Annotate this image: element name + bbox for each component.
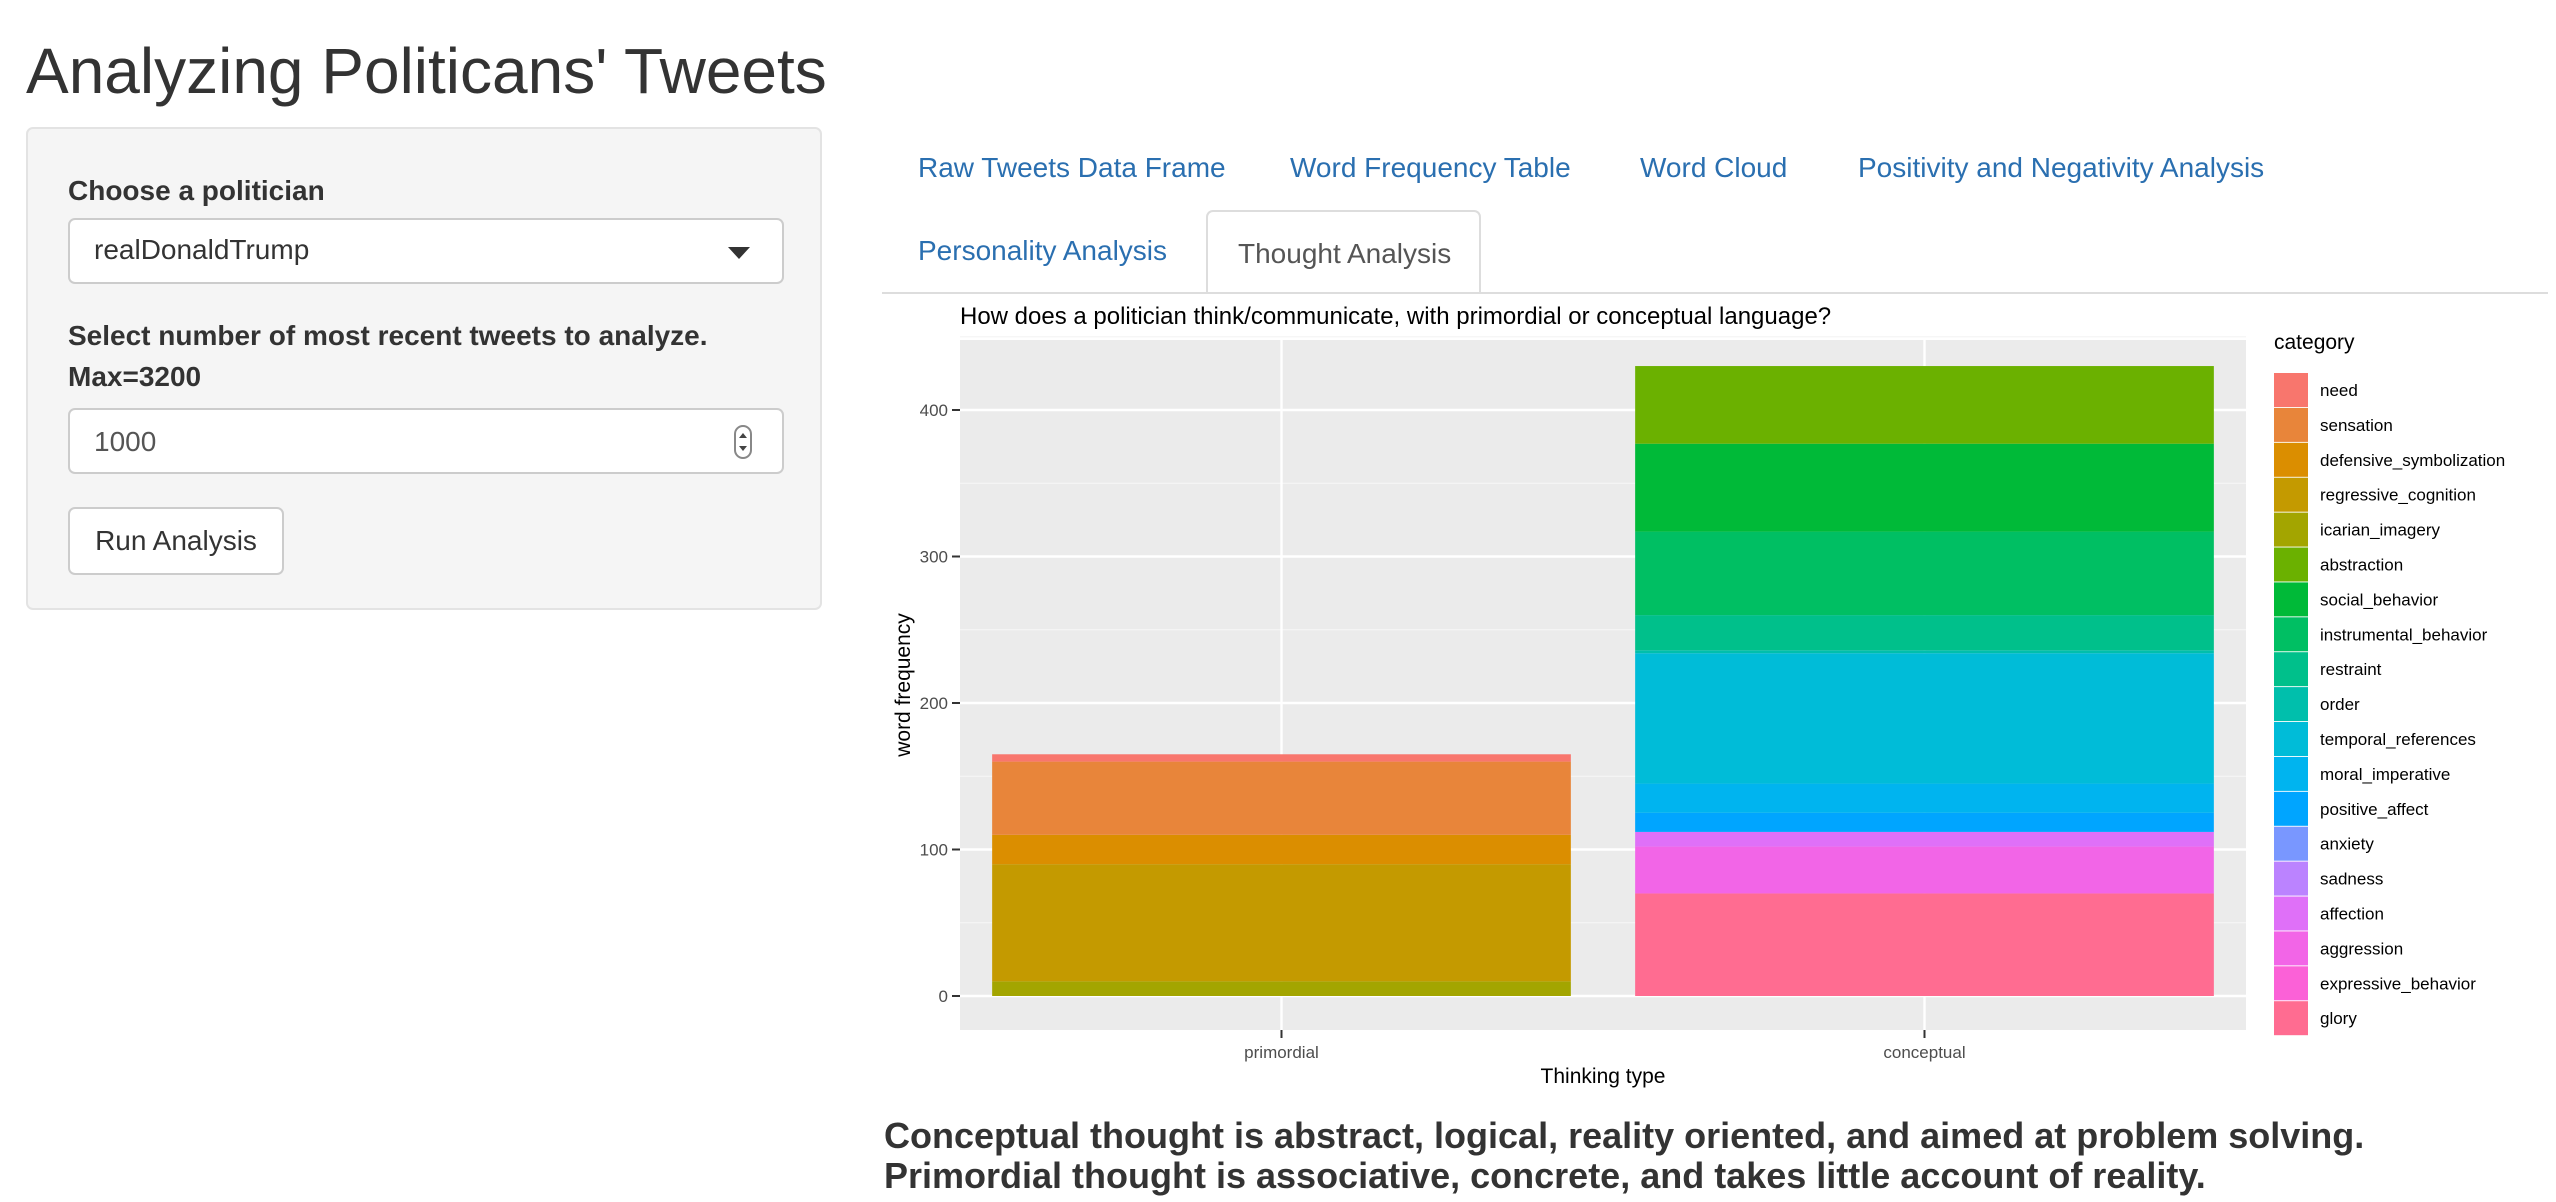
legend-label-order: order <box>2320 695 2360 714</box>
legend-label-defensive-symbolization: defensive_symbolization <box>2320 451 2505 470</box>
bar-segment-conceptual-instrumental-behavior <box>1635 531 2214 616</box>
legend-label-icarian-imagery: icarian_imagery <box>2320 521 2440 540</box>
bar-segment-primordial-regressive-cognition <box>992 864 1571 982</box>
tweets-count-value: 1000 <box>94 426 157 457</box>
run-analysis-button[interactable]: Run Analysis <box>68 507 284 575</box>
legend-key-moral-imperative <box>2274 756 2308 791</box>
legend-label-sensation: sensation <box>2320 416 2393 435</box>
x-axis-title: Thinking type <box>1541 1065 1666 1088</box>
bar-segment-primordial-icarian-imagery <box>992 981 1571 996</box>
y-tick-label: 200 <box>920 694 948 713</box>
tab-personality[interactable]: Personality Analysis <box>918 235 1168 266</box>
legend-key-positive-affect <box>2274 791 2308 826</box>
bar-segment-conceptual-social-behavior <box>1635 443 2214 532</box>
legend-label-need: need <box>2320 381 2358 400</box>
legend-key-sadness <box>2274 861 2308 896</box>
legend-key-order <box>2274 687 2308 722</box>
bar-segment-conceptual-abstraction <box>1635 366 2214 444</box>
legend-label-moral-imperative: moral_imperative <box>2320 765 2450 784</box>
sidebar-panel: Choose a politician realDonaldTrump Sele… <box>26 127 822 610</box>
thought-explanation: Conceptual thought is abstract, logical,… <box>884 1115 2365 1196</box>
bar-segment-conceptual-aggression <box>1635 846 2214 894</box>
legend-label-restraint: restraint <box>2320 660 2382 679</box>
legend-label-expressive-behavior: expressive_behavior <box>2320 974 2476 993</box>
tab-raw-tweets[interactable]: Raw Tweets Data Frame <box>918 152 1226 183</box>
bar-segment-conceptual-order <box>1635 650 2214 654</box>
legend-key-defensive-symbolization <box>2274 442 2308 477</box>
y-tick-label: 400 <box>920 401 948 420</box>
x-tick-label-primordial: primordial <box>1244 1043 1319 1062</box>
bar-segment-primordial-need <box>992 754 1571 762</box>
tab-word-frequency[interactable]: Word Frequency Table <box>1290 152 1571 183</box>
tab-divider <box>882 292 2548 294</box>
politician-select[interactable]: realDonaldTrump <box>68 218 784 284</box>
page-title: Analyzing Politicans' Tweets <box>26 35 827 107</box>
legend-key-regressive-cognition <box>2274 477 2308 512</box>
bar-segment-primordial-defensive-symbolization <box>992 834 1571 865</box>
tab-word-cloud[interactable]: Word Cloud <box>1640 152 1788 183</box>
bar-segment-conceptual-positive-affect <box>1635 812 2214 832</box>
x-tick-label-conceptual: conceptual <box>1883 1043 1965 1062</box>
tab-thought-analysis-label: Thought Analysis <box>1238 238 1452 269</box>
chevron-down-icon <box>728 247 750 259</box>
legend-label-aggression: aggression <box>2320 939 2403 958</box>
tab-thought-analysis[interactable]: Thought Analysis <box>1206 210 1481 294</box>
y-tick-label: 300 <box>920 548 948 567</box>
legend-label-social-behavior: social_behavior <box>2320 590 2438 609</box>
tab-positivity-negativity[interactable]: Positivity and Negativity Analysis <box>1858 152 2265 183</box>
legend-label-positive-affect: positive_affect <box>2320 800 2429 819</box>
legend-key-sensation <box>2274 407 2308 442</box>
y-axis-title: word frequency <box>892 613 915 758</box>
legend-label-anxiety: anxiety <box>2320 835 2374 854</box>
legend-key-affection <box>2274 896 2308 931</box>
legend-title: category <box>2274 331 2355 354</box>
legend-key-need <box>2274 373 2308 407</box>
legend-label-sadness: sadness <box>2320 870 2383 889</box>
legend-label-abstraction: abstraction <box>2320 556 2403 575</box>
legend-label-regressive-cognition: regressive_cognition <box>2320 486 2476 505</box>
legend-key-abstraction <box>2274 547 2308 582</box>
legend-label-glory: glory <box>2320 1009 2357 1028</box>
legend-key-aggression <box>2274 931 2308 966</box>
legend-key-temporal-references <box>2274 722 2308 756</box>
tweets-count-input[interactable]: 1000 <box>68 408 784 474</box>
y-tick-label: 100 <box>920 841 948 860</box>
legend-key-icarian-imagery <box>2274 512 2308 547</box>
number-stepper-icon[interactable] <box>734 425 752 459</box>
legend-label-affection: affection <box>2320 905 2384 924</box>
legend-label-instrumental-behavior: instrumental_behavior <box>2320 625 2488 644</box>
bar-segment-conceptual-glory <box>1635 893 2214 996</box>
bar-segment-primordial-sensation <box>992 761 1571 835</box>
tweets-count-label-line2: Max=3200 <box>68 360 202 392</box>
bar-segment-conceptual-restraint <box>1635 615 2214 651</box>
politician-select-value: realDonaldTrump <box>94 234 310 265</box>
tweets-count-label: Select number of most recent tweets to a… <box>68 316 708 397</box>
legend-key-expressive-behavior <box>2274 966 2308 1001</box>
legend-key-social-behavior <box>2274 582 2308 617</box>
politician-label: Choose a politician <box>68 175 325 206</box>
legend-key-instrumental-behavior <box>2274 617 2308 652</box>
legend-key-anxiety <box>2274 826 2308 861</box>
legend-label-temporal-references: temporal_references <box>2320 730 2476 749</box>
bar-segment-conceptual-temporal-references <box>1635 653 2214 784</box>
chart-title: How does a politician think/communicate,… <box>960 303 1831 330</box>
thought-analysis-chart: 0 100 200 300 400 primordial conceptual How doe… <box>892 303 2505 1088</box>
tweets-count-label-line1: Select number of most recent tweets to a… <box>68 320 708 351</box>
legend-key-glory <box>2274 1001 2308 1036</box>
bar-segment-conceptual-moral-imperative <box>1635 783 2214 813</box>
legend-key-restraint <box>2274 652 2308 687</box>
y-tick-label: 0 <box>939 987 948 1006</box>
bar-segment-conceptual-affection <box>1635 831 2214 847</box>
